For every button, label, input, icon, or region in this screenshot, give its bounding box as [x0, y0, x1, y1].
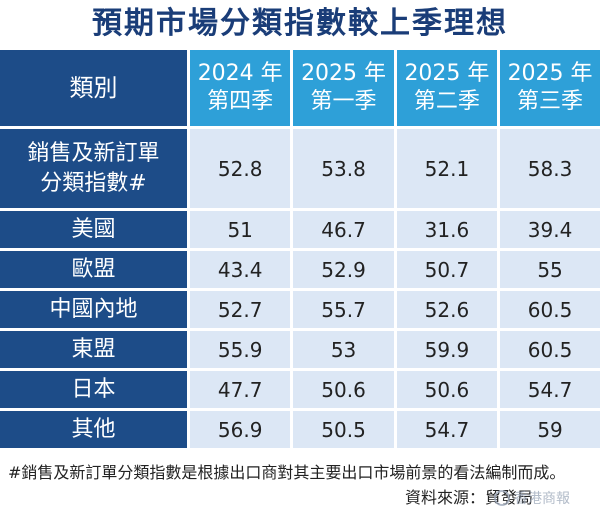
table-cell: 50.6	[293, 371, 397, 411]
column-header-quarter: 第三季	[517, 89, 584, 114]
table-cell: 43.4	[190, 251, 294, 291]
column-header-quarter: 第一季	[310, 89, 377, 114]
column-header-quarter: 第二季	[413, 89, 480, 114]
table-row: 銷售及新訂單 分類指數# 52.8 53.8 52.1 58.3	[0, 129, 600, 211]
table-row: 中國內地 52.7 55.7 52.6 60.5	[0, 291, 600, 331]
table-title: 預期市場分類指數較上季理想	[92, 6, 508, 41]
table-cell: 50.5	[293, 411, 397, 451]
table-row: 日本 47.7 50.6 50.6 54.7	[0, 371, 600, 411]
row-label-line1: 銷售及新訂單	[27, 140, 160, 166]
table-cell: 52.9	[293, 251, 397, 291]
row-label: 歐盟	[0, 251, 190, 291]
table-row: 其他 56.9 50.5 54.7 59	[0, 411, 600, 451]
watermark: 香港商報	[494, 488, 570, 508]
table-cell: 59.9	[396, 331, 501, 371]
row-label-line2: 分類指數#	[40, 170, 147, 196]
table-cell: 52.1	[396, 129, 501, 211]
table-cell: 55	[500, 251, 600, 291]
table-cell: 52.6	[396, 291, 501, 331]
row-label: 銷售及新訂單 分類指數#	[0, 129, 190, 211]
table-cell: 53.8	[293, 129, 397, 211]
column-header-year: 2024 年	[197, 61, 283, 86]
row-label: 其他	[0, 411, 190, 451]
table-row: 東盟 55.9 53 59.9 60.5	[0, 331, 600, 371]
table-cell: 56.9	[190, 411, 294, 451]
table-cell: 58.3	[500, 129, 600, 211]
table-cell: 39.4	[500, 211, 600, 251]
table-cell: 60.5	[500, 291, 600, 331]
table-cell: 52.8	[190, 129, 294, 211]
header-row: 類別 2024 年 第四季 2025 年 第一季 2025 年 第二季 2025…	[0, 50, 600, 129]
column-header-year: 2025 年	[404, 61, 490, 86]
watermark-text: 香港商報	[514, 491, 570, 507]
table-row: 歐盟 43.4 52.9 50.7 55	[0, 251, 600, 291]
row-label: 東盟	[0, 331, 190, 371]
table-cell: 50.6	[396, 371, 501, 411]
column-header-year: 2025 年	[301, 61, 387, 86]
column-header-1: 2025 年 第一季	[293, 50, 397, 129]
table-cell: 54.7	[396, 411, 501, 451]
table-cell: 31.6	[396, 211, 501, 251]
column-header-quarter: 第四季	[207, 89, 274, 114]
footnote: #銷售及新訂單分類指數是根據出口商對其主要出口市場前景的看法編制而成。	[8, 463, 566, 482]
row-label: 日本	[0, 371, 190, 411]
logo-icon	[494, 490, 510, 506]
column-header-3: 2025 年 第三季	[500, 50, 600, 129]
row-label: 美國	[0, 211, 190, 251]
column-header-2: 2025 年 第二季	[396, 50, 501, 129]
table-cell: 47.7	[190, 371, 294, 411]
table-cell: 54.7	[500, 371, 600, 411]
data-table: 類別 2024 年 第四季 2025 年 第一季 2025 年 第二季 2025…	[0, 50, 600, 451]
table-cell: 50.7	[396, 251, 501, 291]
table-cell: 55.9	[190, 331, 294, 371]
table-cell: 51	[190, 211, 294, 251]
table-cell: 59	[500, 411, 600, 451]
table-cell: 55.7	[293, 291, 397, 331]
table-cell: 60.5	[500, 331, 600, 371]
column-header-0: 2024 年 第四季	[190, 50, 294, 129]
category-header: 類別	[0, 50, 190, 129]
table-cell: 46.7	[293, 211, 397, 251]
row-label: 中國內地	[0, 291, 190, 331]
column-header-year: 2025 年	[507, 61, 593, 86]
table-row: 美國 51 46.7 31.6 39.4	[0, 211, 600, 251]
table-cell: 53	[293, 331, 397, 371]
table-cell: 52.7	[190, 291, 294, 331]
